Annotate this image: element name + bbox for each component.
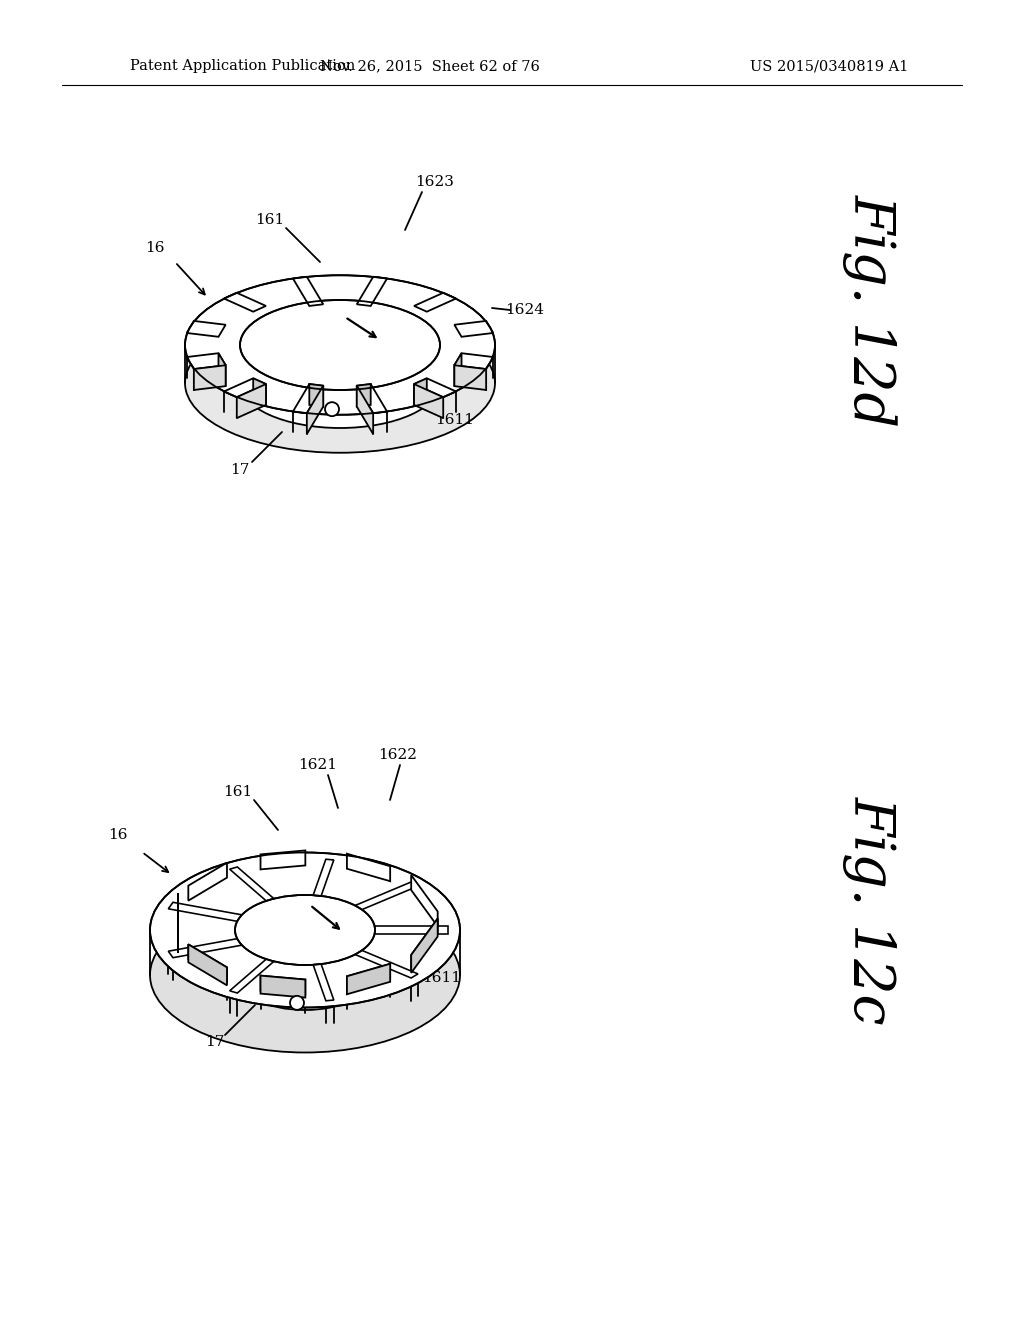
Text: Fig. 12c: Fig. 12c <box>843 796 897 1024</box>
Text: US 2015/0340819 A1: US 2015/0340819 A1 <box>750 59 908 73</box>
Polygon shape <box>237 384 266 418</box>
Text: Fig. 12d: Fig. 12d <box>843 194 897 426</box>
Polygon shape <box>168 939 242 958</box>
Ellipse shape <box>234 895 375 965</box>
Text: 1623: 1623 <box>416 176 455 189</box>
Ellipse shape <box>240 300 440 389</box>
Text: 161: 161 <box>223 785 253 799</box>
Polygon shape <box>414 293 456 312</box>
Text: 161: 161 <box>255 213 285 227</box>
Polygon shape <box>188 863 227 900</box>
Text: 1611: 1611 <box>423 972 462 985</box>
Polygon shape <box>313 859 334 896</box>
Ellipse shape <box>240 338 440 428</box>
Ellipse shape <box>185 276 495 414</box>
Polygon shape <box>229 867 273 900</box>
Polygon shape <box>188 944 227 985</box>
Polygon shape <box>229 960 273 993</box>
Polygon shape <box>356 384 371 407</box>
Ellipse shape <box>234 940 375 1010</box>
Polygon shape <box>194 366 225 389</box>
Polygon shape <box>455 354 494 370</box>
Polygon shape <box>347 964 390 994</box>
Polygon shape <box>355 882 418 909</box>
Polygon shape <box>313 964 334 1001</box>
Polygon shape <box>414 379 456 397</box>
Polygon shape <box>455 321 494 337</box>
Polygon shape <box>356 385 373 434</box>
Text: 16: 16 <box>145 242 165 255</box>
Polygon shape <box>218 354 225 387</box>
Polygon shape <box>307 385 324 434</box>
Text: 1624: 1624 <box>506 304 545 317</box>
Polygon shape <box>347 854 390 882</box>
Polygon shape <box>293 384 324 413</box>
Polygon shape <box>412 919 437 973</box>
Circle shape <box>290 995 304 1010</box>
Text: 16: 16 <box>109 828 128 842</box>
Ellipse shape <box>150 898 460 1052</box>
Polygon shape <box>414 379 427 405</box>
Polygon shape <box>260 975 305 998</box>
Text: 17: 17 <box>206 1035 224 1049</box>
Polygon shape <box>260 975 305 994</box>
Polygon shape <box>355 950 418 978</box>
Text: Nov. 26, 2015  Sheet 62 of 76: Nov. 26, 2015 Sheet 62 of 76 <box>321 59 540 73</box>
Circle shape <box>325 403 339 416</box>
Polygon shape <box>455 366 486 389</box>
Polygon shape <box>186 354 225 370</box>
Polygon shape <box>253 379 266 405</box>
Polygon shape <box>309 384 324 407</box>
Ellipse shape <box>185 313 495 453</box>
Polygon shape <box>412 919 437 970</box>
Polygon shape <box>347 964 390 991</box>
Polygon shape <box>224 293 266 312</box>
Polygon shape <box>224 379 266 397</box>
Text: 1622: 1622 <box>379 748 418 762</box>
Polygon shape <box>168 903 242 921</box>
Polygon shape <box>455 354 462 387</box>
Polygon shape <box>188 944 227 982</box>
Polygon shape <box>356 384 387 413</box>
Text: 1621: 1621 <box>299 758 338 772</box>
Polygon shape <box>293 277 324 306</box>
Polygon shape <box>375 927 449 935</box>
Text: 1611: 1611 <box>435 413 474 426</box>
Polygon shape <box>186 321 225 337</box>
Ellipse shape <box>150 853 460 1007</box>
Polygon shape <box>414 384 443 418</box>
Text: Patent Application Publication: Patent Application Publication <box>130 59 355 73</box>
Polygon shape <box>260 850 305 870</box>
Text: 17: 17 <box>230 463 250 477</box>
Polygon shape <box>356 277 387 306</box>
Polygon shape <box>412 875 437 927</box>
